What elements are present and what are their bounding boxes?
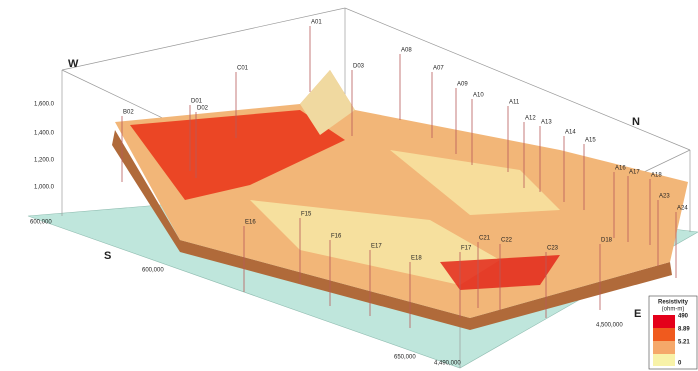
legend-label: 5.21 (678, 340, 690, 346)
compass-label: N (632, 116, 640, 128)
borehole-label: A24 (677, 206, 688, 212)
borehole-label: F15 (301, 212, 312, 218)
borehole-label: E17 (371, 244, 382, 250)
legend-label: 8.89 (678, 327, 690, 333)
borehole-label: C21 (479, 236, 491, 242)
borehole-label: A08 (401, 48, 412, 54)
elevation-tick: 1,400.0 (34, 131, 55, 137)
coordinate-label: 600,000 (142, 268, 164, 274)
borehole-label: A14 (565, 130, 576, 136)
compass-label: S (104, 250, 111, 262)
coordinate-label: 4,500,000 (596, 323, 623, 329)
borehole-label: F16 (331, 234, 342, 240)
borehole-label: F17 (461, 246, 472, 252)
borehole-label: A17 (629, 170, 640, 176)
borehole-label: A01 (311, 20, 322, 26)
legend-swatch (653, 315, 675, 328)
borehole-label: A10 (473, 93, 484, 99)
elevation-tick: 1,000.0 (34, 185, 55, 191)
elevation-tick: 1,600.0 (34, 102, 55, 108)
legend-label: 490 (678, 314, 689, 320)
borehole-label: C23 (547, 246, 559, 252)
borehole-label: A16 (615, 166, 626, 172)
coordinate-label: 600,000 (30, 220, 52, 226)
borehole-label: A23 (659, 194, 670, 200)
borehole-label: A12 (525, 116, 536, 122)
compass-label: E (634, 308, 641, 320)
borehole-label: B02 (123, 110, 134, 116)
borehole-label: E16 (245, 220, 256, 226)
legend-title: Resistivity (658, 300, 689, 306)
borehole-label: D18 (601, 238, 613, 244)
borehole-label: D01 (191, 99, 203, 105)
borehole-label: C01 (237, 66, 249, 72)
borehole-label: A07 (433, 66, 444, 72)
legend-swatch (653, 328, 675, 341)
legend-swatch (653, 341, 675, 354)
scene: A01 B02 C01 D01D02 D03 A08 A07 A09 A10 A11 A12 A13 A… (0, 0, 698, 371)
borehole-label: A15 (585, 138, 596, 144)
borehole-label: A11 (509, 100, 520, 106)
borehole-label: E18 (411, 256, 422, 262)
legend: Resistivity (ohm-m) 490 8.89 5.21 0 (649, 296, 697, 369)
borehole-label: D03 (353, 64, 365, 70)
coordinate-label: 4,490,000 (434, 361, 461, 367)
borehole-label: A18 (651, 173, 662, 179)
elevation-tick: 1,200.0 (34, 158, 55, 164)
borehole-label: D02 (197, 106, 209, 112)
legend-swatch (653, 354, 675, 366)
borehole-label: C22 (501, 238, 513, 244)
borehole-label: A13 (541, 120, 552, 126)
coordinate-label: 650,000 (394, 355, 416, 361)
compass-label: W (68, 58, 79, 70)
legend-unit: (ohm-m) (662, 307, 685, 313)
borehole-label: A09 (457, 82, 468, 88)
